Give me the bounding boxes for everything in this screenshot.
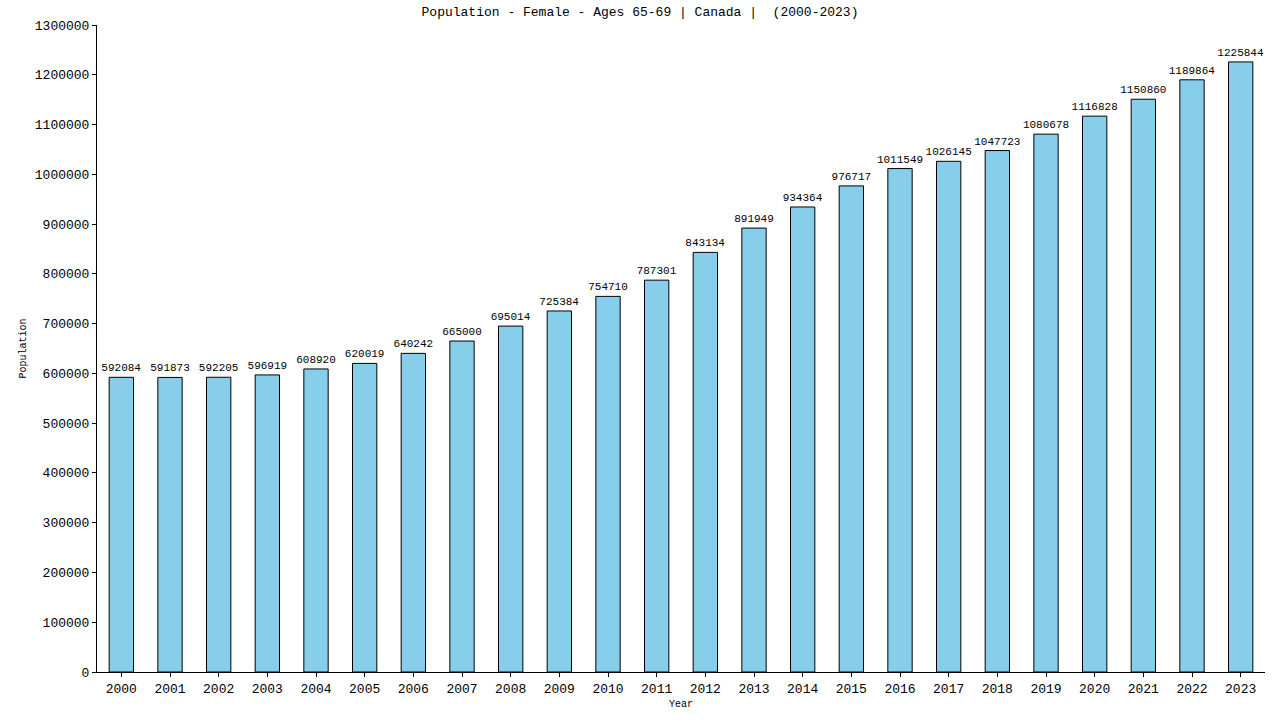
svg-text:591873: 591873 [150, 362, 190, 374]
svg-text:2010: 2010 [592, 682, 623, 697]
svg-text:2018: 2018 [982, 682, 1013, 697]
svg-text:400000: 400000 [43, 466, 90, 481]
svg-text:100000: 100000 [43, 616, 90, 631]
svg-text:Population: Population [18, 318, 29, 378]
svg-text:2004: 2004 [300, 682, 331, 697]
svg-text:2023: 2023 [1225, 682, 1256, 697]
svg-text:976717: 976717 [832, 171, 872, 183]
svg-text:1116828: 1116828 [1072, 101, 1118, 113]
svg-text:2019: 2019 [1030, 682, 1061, 697]
svg-text:665000: 665000 [442, 326, 482, 338]
svg-text:2002: 2002 [203, 682, 234, 697]
svg-text:592084: 592084 [101, 362, 141, 374]
svg-text:2008: 2008 [495, 682, 526, 697]
svg-text:592205: 592205 [199, 362, 239, 374]
svg-text:608920: 608920 [296, 354, 336, 366]
svg-text:2014: 2014 [787, 682, 818, 697]
svg-text:891949: 891949 [734, 213, 774, 225]
svg-text:1026145: 1026145 [926, 146, 972, 158]
svg-text:Year: Year [669, 699, 693, 710]
svg-text:2009: 2009 [544, 682, 575, 697]
svg-text:Population - Female - Ages 65-: Population - Female - Ages 65-69 | Canad… [422, 5, 859, 20]
svg-text:300000: 300000 [43, 516, 90, 531]
svg-text:620019: 620019 [345, 348, 385, 360]
svg-text:1100000: 1100000 [35, 118, 90, 133]
svg-text:600000: 600000 [43, 367, 90, 382]
svg-text:2020: 2020 [1079, 682, 1110, 697]
svg-text:2022: 2022 [1176, 682, 1207, 697]
svg-text:1189864: 1189864 [1169, 65, 1216, 77]
svg-text:2003: 2003 [252, 682, 283, 697]
svg-text:200000: 200000 [43, 566, 90, 581]
svg-text:2012: 2012 [690, 682, 721, 697]
svg-text:1080678: 1080678 [1023, 119, 1069, 131]
svg-text:843134: 843134 [685, 237, 725, 249]
svg-text:2006: 2006 [398, 682, 429, 697]
svg-text:596919: 596919 [248, 360, 288, 372]
svg-text:1000000: 1000000 [35, 168, 90, 183]
svg-text:2011: 2011 [641, 682, 672, 697]
svg-text:1150860: 1150860 [1120, 84, 1166, 96]
svg-text:787301: 787301 [637, 265, 677, 277]
svg-text:1225844: 1225844 [1217, 47, 1264, 59]
svg-text:2015: 2015 [836, 682, 867, 697]
svg-text:1011549: 1011549 [877, 154, 923, 166]
svg-text:2000: 2000 [106, 682, 137, 697]
svg-text:2021: 2021 [1128, 682, 1159, 697]
svg-text:2007: 2007 [446, 682, 477, 697]
svg-text:695014: 695014 [491, 311, 531, 323]
svg-text:2017: 2017 [933, 682, 964, 697]
svg-text:725384: 725384 [539, 296, 579, 308]
svg-text:640242: 640242 [394, 338, 434, 350]
svg-text:1300000: 1300000 [35, 19, 90, 34]
svg-text:1047723: 1047723 [974, 136, 1020, 148]
svg-text:500000: 500000 [43, 417, 90, 432]
svg-text:2001: 2001 [154, 682, 185, 697]
svg-text:754710: 754710 [588, 281, 628, 293]
svg-text:934364: 934364 [783, 192, 823, 204]
svg-text:0: 0 [82, 666, 90, 681]
svg-text:700000: 700000 [43, 317, 90, 332]
svg-text:800000: 800000 [43, 267, 90, 282]
svg-text:2013: 2013 [738, 682, 769, 697]
svg-text:900000: 900000 [43, 218, 90, 233]
svg-text:1200000: 1200000 [35, 68, 90, 83]
svg-text:2016: 2016 [884, 682, 915, 697]
svg-text:2005: 2005 [349, 682, 380, 697]
